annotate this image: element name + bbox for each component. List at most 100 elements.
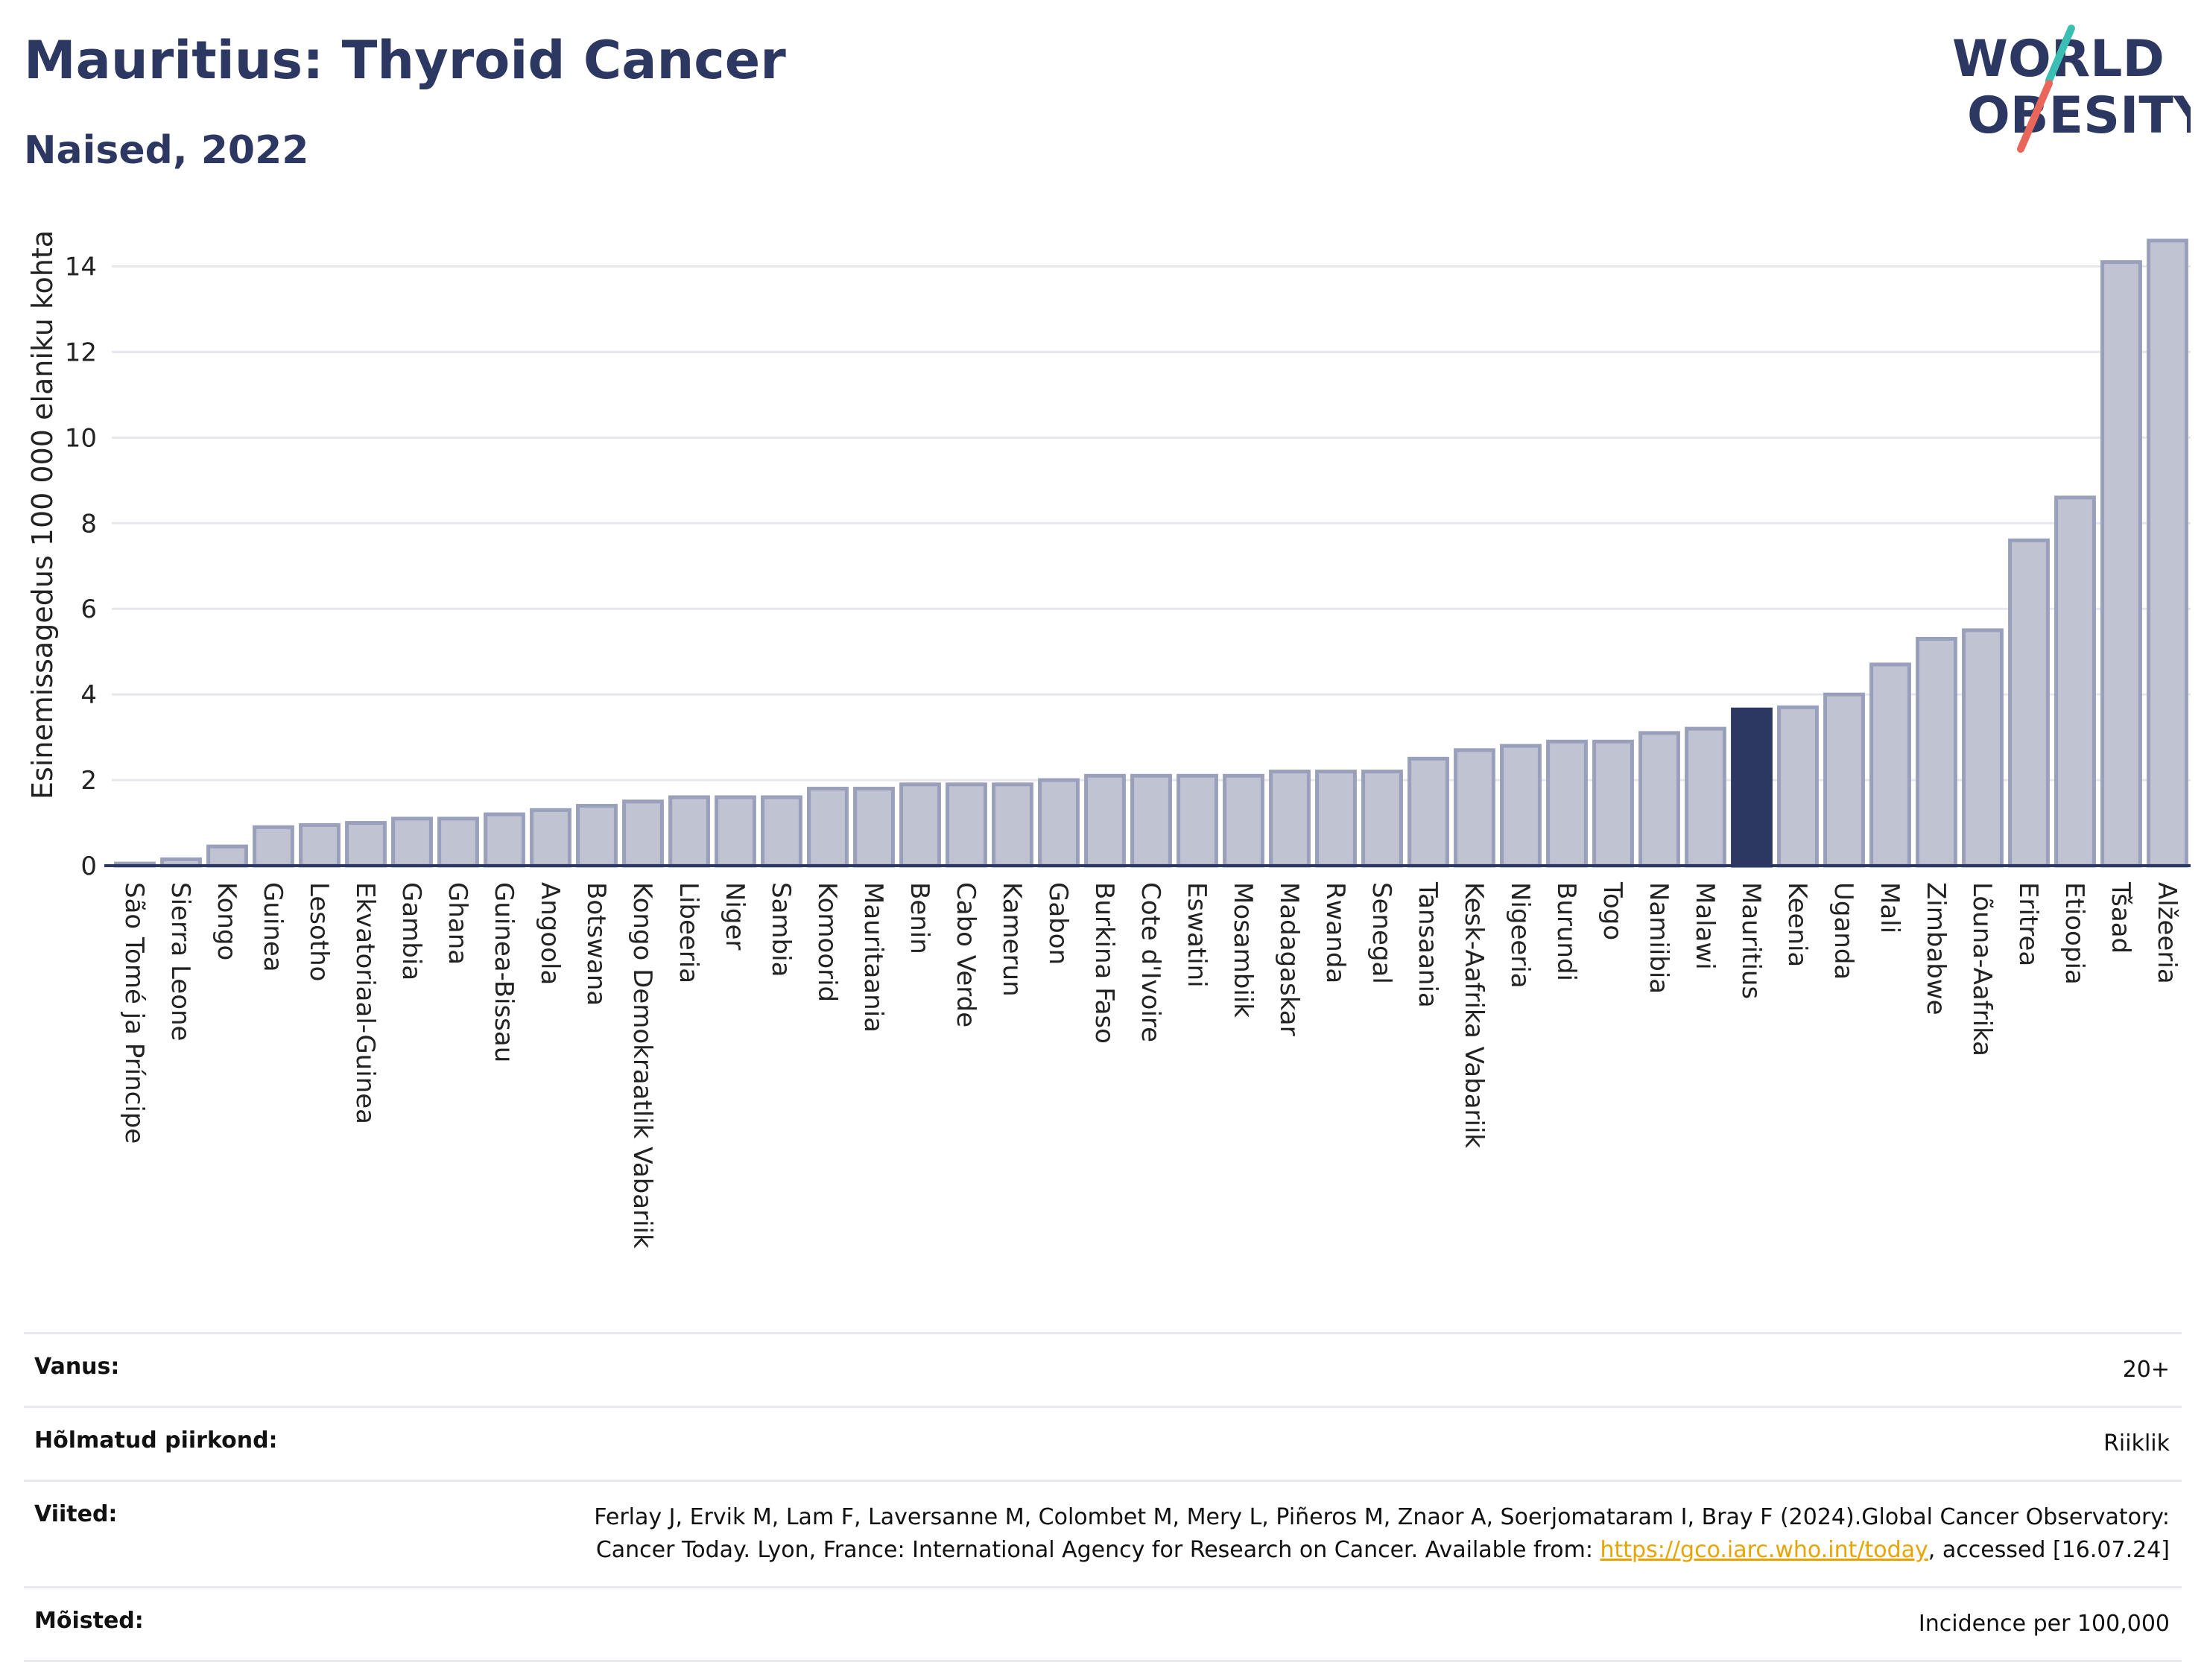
bar bbox=[1638, 731, 1680, 868]
x-tick-label: Senegal bbox=[1367, 882, 1396, 984]
bar bbox=[391, 817, 433, 868]
x-tick-label: Libeeria bbox=[674, 882, 703, 983]
bar bbox=[946, 782, 987, 868]
y-tick-label: 6 bbox=[80, 595, 97, 624]
bar bbox=[1685, 726, 1726, 868]
y-tick-label: 0 bbox=[80, 852, 97, 881]
x-tick-label: Guinea bbox=[258, 882, 288, 972]
bar bbox=[484, 812, 525, 868]
logo-line2: OBESITY bbox=[1967, 86, 2191, 145]
bar bbox=[807, 787, 849, 868]
reference-link[interactable]: https://gco.iarc.who.int/today bbox=[1600, 1537, 1928, 1563]
y-tick-label: 4 bbox=[80, 680, 97, 710]
info-row-definitions: Mõisted: Incidence per 100,000 bbox=[24, 1586, 2182, 1662]
page-subtitle: Naised, 2022 bbox=[24, 128, 309, 173]
bar bbox=[853, 787, 895, 868]
bar bbox=[1962, 628, 2004, 868]
x-tick-label: Namiibia bbox=[1644, 882, 1673, 994]
x-tick-label: Lesotho bbox=[304, 882, 334, 981]
x-tick-label: Ghana bbox=[443, 882, 472, 965]
logo-slash-top bbox=[2045, 25, 2075, 84]
x-tick-label: Uganda bbox=[1828, 882, 1858, 980]
y-tick-label: 14 bbox=[65, 252, 97, 282]
bar bbox=[1407, 756, 1449, 868]
info-value: Riiklik bbox=[2103, 1430, 2170, 1456]
bar bbox=[2054, 495, 2096, 868]
y-tick-label: 10 bbox=[65, 423, 97, 453]
bar bbox=[1177, 773, 1218, 868]
x-tick-label: Alžeeria bbox=[2152, 882, 2182, 984]
x-tick-label: Kamerun bbox=[997, 882, 1027, 997]
x-tick-label: Mosambiik bbox=[1228, 882, 1258, 1018]
x-tick-label: Madagaskar bbox=[1274, 882, 1304, 1036]
x-tick-label: Malawi bbox=[1690, 882, 1720, 970]
x-tick-label: Togo bbox=[1597, 881, 1627, 940]
x-tick-label: Mauritius bbox=[1736, 882, 1766, 999]
info-row-coverage: Hõlmatud piirkond: Riiklik bbox=[24, 1406, 2182, 1480]
x-tick-label: Botswana bbox=[581, 882, 611, 1006]
bar bbox=[1223, 773, 1264, 868]
bar bbox=[2147, 238, 2188, 868]
world-obesity-logo: WORLD OBESITY bbox=[1952, 25, 2191, 153]
info-row-age: Vanus: 20+ bbox=[24, 1332, 2182, 1406]
bar bbox=[992, 782, 1033, 868]
bar bbox=[899, 782, 941, 868]
x-tick-label: Keenia bbox=[1782, 882, 1812, 967]
reference-text: Ferlay J, Ervik M, Lam F, Laversanne M, … bbox=[594, 1504, 2170, 1563]
x-tick-label: Cote d'Ivoire bbox=[1136, 882, 1165, 1042]
x-tick-label: Guinea-Bissau bbox=[489, 882, 519, 1062]
bar bbox=[1592, 739, 1634, 868]
info-table: Vanus: 20+ Hõlmatud piirkond: Riiklik Vi… bbox=[24, 1332, 2182, 1662]
x-tick-label: Kesk-Aafrika Vabariik bbox=[1459, 882, 1489, 1148]
y-tick-label: 12 bbox=[65, 337, 97, 367]
x-tick-label: Zimbabwe bbox=[1921, 882, 1951, 1015]
info-label: Mõisted: bbox=[34, 1608, 144, 1634]
bar bbox=[1777, 705, 1819, 868]
bar bbox=[1038, 778, 1080, 868]
bar bbox=[299, 822, 341, 868]
x-tick-label: Burundi bbox=[1551, 882, 1581, 981]
bar bbox=[1315, 770, 1357, 868]
x-tick-label: Mali bbox=[1875, 882, 1904, 933]
bar bbox=[206, 844, 248, 868]
bar bbox=[715, 795, 756, 868]
bar bbox=[1084, 773, 1126, 868]
bar bbox=[668, 795, 710, 868]
x-tick-label: Sambia bbox=[766, 882, 796, 977]
y-tick-label: 2 bbox=[80, 766, 97, 796]
x-tick-label: Komoorid bbox=[812, 882, 842, 1002]
info-row-references: Viited: Ferlay J, Ervik M, Lam F, Lavers… bbox=[24, 1480, 2182, 1586]
bar bbox=[1500, 744, 1542, 868]
bar bbox=[1361, 770, 1403, 868]
x-tick-label: Gambia bbox=[396, 882, 426, 980]
x-tick-label: Cabo Verde bbox=[951, 882, 981, 1027]
x-tick-label: Burkina Faso bbox=[1089, 882, 1119, 1044]
bar bbox=[530, 808, 571, 868]
x-tick-label: Sierra Leone bbox=[165, 882, 195, 1041]
info-value: Incidence per 100,000 bbox=[1918, 1611, 2170, 1637]
info-label: Hõlmatud piirkond: bbox=[34, 1427, 278, 1454]
page-title: Mauritius: Thyroid Cancer bbox=[24, 30, 786, 91]
bar bbox=[1823, 692, 1865, 868]
bar bbox=[1546, 739, 1588, 868]
x-tick-label: Gabon bbox=[1043, 882, 1073, 965]
bar bbox=[1916, 636, 1957, 868]
x-tick-label: Tansaania bbox=[1413, 881, 1443, 1008]
x-tick-label: Benin bbox=[905, 882, 934, 954]
bar bbox=[622, 799, 664, 868]
y-axis-label: Esinemissagedus 100 000 elaniku kohta bbox=[26, 230, 59, 799]
x-tick-label: São Tomé ja Príncipe bbox=[119, 882, 149, 1144]
bar bbox=[345, 821, 387, 868]
logo-slash-bottom bbox=[2017, 80, 2053, 153]
x-tick-label: Mauritaania bbox=[858, 882, 888, 1033]
x-tick-label: Etioopia bbox=[2059, 882, 2089, 985]
x-tick-label: Kongo Demokraatlik Vabariik bbox=[627, 882, 657, 1249]
x-tick-label: Lõuna-Aafrika bbox=[1967, 882, 1997, 1056]
x-tick-label: Kongo bbox=[212, 882, 241, 960]
x-tick-label: Tšaad bbox=[2106, 881, 2135, 954]
info-value: Ferlay J, Ervik M, Lam F, Laversanne M, … bbox=[531, 1501, 2170, 1567]
bar bbox=[2100, 260, 2142, 868]
bar bbox=[1130, 773, 1172, 868]
bar bbox=[576, 804, 618, 868]
